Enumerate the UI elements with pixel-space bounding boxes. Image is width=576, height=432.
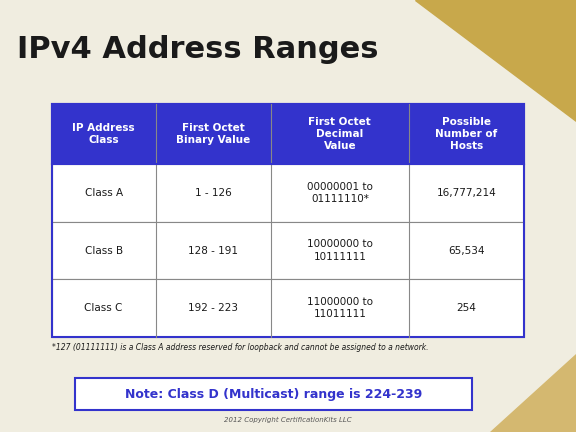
Text: 16,777,214: 16,777,214	[437, 188, 497, 198]
Text: First Octet
Decimal
Value: First Octet Decimal Value	[309, 117, 371, 151]
Text: 2012 Copyright CertificationKits LLC: 2012 Copyright CertificationKits LLC	[224, 417, 352, 423]
Text: 65,534: 65,534	[448, 245, 485, 256]
FancyBboxPatch shape	[52, 280, 524, 337]
FancyBboxPatch shape	[52, 164, 524, 222]
Text: First Octet
Binary Value: First Octet Binary Value	[176, 123, 250, 145]
Text: Possible
Number of
Hosts: Possible Number of Hosts	[435, 117, 498, 151]
Text: 00000001 to
01111110*: 00000001 to 01111110*	[307, 182, 373, 204]
Text: IPv4 Address Ranges: IPv4 Address Ranges	[17, 35, 379, 64]
Text: 11000000 to
11011111: 11000000 to 11011111	[307, 297, 373, 319]
Text: Class C: Class C	[85, 303, 123, 313]
Text: 10000000 to
10111111: 10000000 to 10111111	[307, 239, 373, 262]
Text: Class B: Class B	[85, 245, 123, 256]
Polygon shape	[415, 0, 576, 121]
Text: 254: 254	[457, 303, 476, 313]
Text: Note: Class D (Multicast) range is 224-239: Note: Class D (Multicast) range is 224-2…	[125, 388, 422, 401]
FancyBboxPatch shape	[52, 222, 524, 280]
Text: 1 - 126: 1 - 126	[195, 188, 232, 198]
Polygon shape	[490, 354, 576, 432]
Text: IP Address
Class: IP Address Class	[73, 123, 135, 145]
Text: 192 - 223: 192 - 223	[188, 303, 238, 313]
FancyBboxPatch shape	[52, 104, 524, 164]
FancyBboxPatch shape	[75, 378, 472, 410]
Text: 128 - 191: 128 - 191	[188, 245, 238, 256]
Text: *127 (01111111) is a Class A address reserved for loopback and cannot be assigne: *127 (01111111) is a Class A address res…	[52, 343, 429, 353]
Text: Class A: Class A	[85, 188, 123, 198]
